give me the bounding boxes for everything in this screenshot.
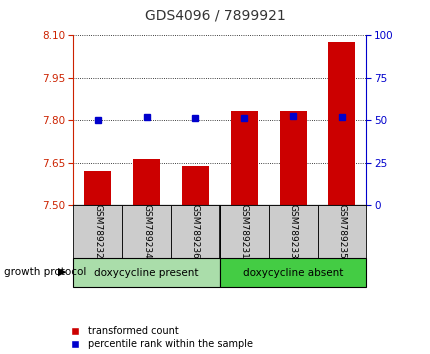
Text: doxycycline absent: doxycycline absent	[243, 268, 342, 278]
Bar	[73, 258, 219, 287]
Bar	[219, 205, 268, 258]
Text: GSM789234: GSM789234	[142, 205, 150, 259]
Bar	[317, 205, 365, 258]
Text: GSM789233: GSM789233	[288, 204, 297, 259]
Text: GSM789231: GSM789231	[239, 204, 248, 259]
Text: GSM789232: GSM789232	[93, 205, 102, 259]
Bar	[181, 166, 209, 205]
Text: GDS4096 / 7899921: GDS4096 / 7899921	[145, 9, 285, 23]
Bar	[230, 111, 257, 205]
Bar	[122, 205, 171, 258]
Legend: transformed count, percentile rank within the sample: transformed count, percentile rank withi…	[65, 326, 252, 349]
Bar	[84, 171, 111, 205]
Text: GSM789236: GSM789236	[190, 204, 200, 259]
Bar	[279, 111, 306, 205]
Bar	[328, 42, 354, 205]
Text: growth protocol: growth protocol	[4, 267, 86, 277]
Text: GSM789235: GSM789235	[337, 204, 346, 259]
Text: ▶: ▶	[58, 267, 67, 277]
Bar	[268, 205, 317, 258]
Bar	[171, 205, 219, 258]
Bar	[73, 205, 122, 258]
Bar	[133, 159, 160, 205]
Text: doxycycline present: doxycycline present	[94, 268, 198, 278]
Bar	[219, 258, 366, 287]
